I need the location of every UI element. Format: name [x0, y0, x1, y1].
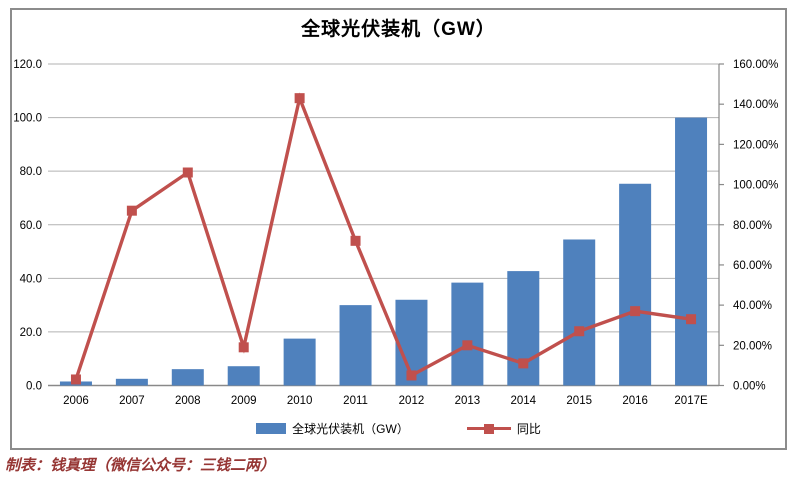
x-axis-label: 2007 — [119, 395, 145, 407]
bar — [339, 305, 372, 386]
line-marker-icon — [294, 93, 305, 104]
bar-series-swatch — [256, 423, 287, 434]
x-axis-label: 2014 — [510, 395, 536, 407]
x-axis-label: 2011 — [343, 395, 368, 407]
bar — [171, 369, 204, 386]
line-marker-icon — [518, 358, 529, 369]
legend-label-bars: 全球光伏装机（GW） — [292, 422, 409, 436]
line-marker-icon — [350, 235, 361, 246]
x-axis-label: 2006 — [63, 395, 89, 407]
x-axis-label: 2012 — [399, 395, 425, 407]
y-axis-left-tick-label: 100.0 — [13, 113, 42, 125]
y-axis-right-tick-label: 100.00% — [733, 180, 778, 192]
line-marker-icon — [574, 326, 585, 337]
y-axis-left-tick-label: 0.0 — [26, 381, 42, 393]
line-marker-icon — [182, 167, 193, 178]
y-axis-right-tick-label: 20.00% — [733, 340, 772, 352]
bar — [227, 366, 260, 386]
bar — [115, 378, 148, 386]
legend-item-bars: 全球光伏装机（GW） — [256, 420, 409, 437]
line-marker-icon — [462, 340, 473, 351]
chart-legend: 全球光伏装机（GW） 同比 — [10, 420, 787, 437]
line-marker-icon — [630, 306, 641, 317]
y-axis-left-tick-label: 20.0 — [20, 327, 42, 339]
legend-label-line: 同比 — [516, 422, 541, 436]
trend-line — [74, 92, 692, 381]
y-axis-right-tick-label: 0.00% — [733, 381, 766, 393]
y-axis-left-tick-label: 40.0 — [20, 273, 42, 285]
y-axis-left-tick-label: 80.0 — [20, 166, 42, 178]
y-axis-left-tick-label: 60.0 — [20, 220, 42, 232]
line-marker-icon — [126, 205, 137, 216]
y-axis-right-tick-label: 40.00% — [733, 300, 772, 312]
x-axis-label: 2008 — [175, 395, 201, 407]
y-axis-right-tick-label: 160.00% — [733, 59, 778, 71]
line-marker-icon — [70, 374, 81, 385]
x-axis-label: 2013 — [455, 395, 481, 407]
bar — [619, 183, 652, 386]
bar — [451, 282, 484, 386]
bar — [675, 117, 708, 386]
line-marker-icon — [686, 314, 697, 325]
x-axis-label: 2016 — [622, 395, 648, 407]
line-series-swatch — [466, 423, 511, 434]
y-axis-right-tick-label: 60.00% — [733, 260, 772, 272]
y-axis-right-tick-label: 140.00% — [733, 99, 778, 111]
legend-item-line: 同比 — [466, 420, 541, 437]
bar — [563, 239, 596, 386]
source-caption: 制表：钱真理（微信公众号：三钱二两） — [5, 456, 276, 474]
x-axis-label: 2010 — [287, 395, 313, 407]
x-axis-label: 2017E — [674, 395, 708, 407]
y-axis-right-tick-label: 80.00% — [733, 220, 772, 232]
x-axis-label: 2009 — [231, 395, 257, 407]
x-axis-label: 2015 — [566, 395, 592, 407]
line-marker-icon — [238, 342, 249, 353]
bar — [283, 338, 316, 386]
y-axis-left-tick-label: 120.0 — [13, 59, 42, 71]
chart-title: 全球光伏装机（GW） — [301, 19, 496, 40]
y-axis-right-tick-label: 120.00% — [733, 139, 778, 151]
line-swatch-marker-icon — [483, 424, 494, 434]
line-marker-icon — [406, 370, 417, 381]
